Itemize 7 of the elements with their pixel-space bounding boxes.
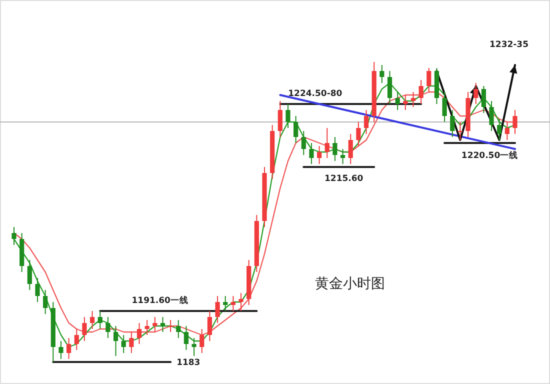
- text: 黄金小时图: [315, 276, 385, 292]
- series-label: 1220.50一线: [461, 150, 518, 161]
- series-label: 1191.60一线: [132, 295, 188, 306]
- series-label: 1183: [176, 358, 200, 368]
- text: 1232-35: [489, 40, 529, 50]
- series-label: 1215.60: [324, 174, 364, 184]
- series-label: 1224.50-80: [288, 89, 342, 99]
